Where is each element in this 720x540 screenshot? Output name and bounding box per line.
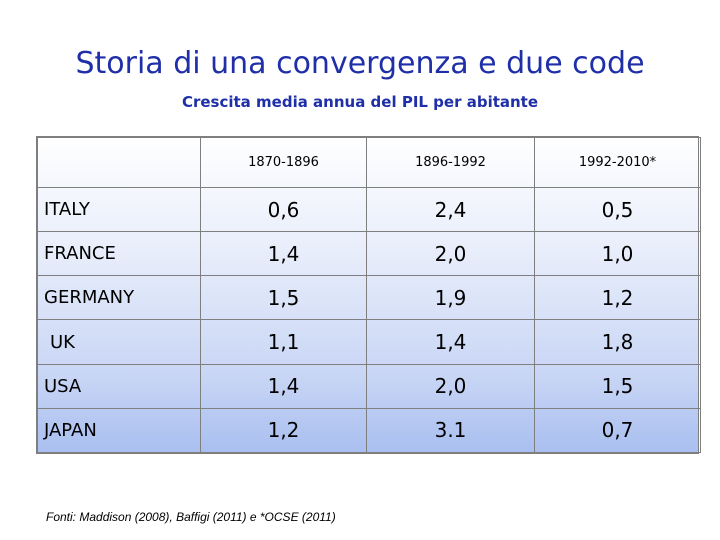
row-label-usa: USA	[37, 363, 201, 409]
table-row: FRANCE 1,4 2,0 1,0	[37, 231, 701, 277]
table-cell: 1,9	[366, 275, 535, 321]
table-cell: 1,1	[200, 319, 367, 365]
slide-subtitle: Crescita media annua del PIL per abitant…	[181, 93, 539, 111]
column-header-1896-1992: 1896-1992	[366, 137, 535, 188]
table-header-row: 1870-1896 1896-1992 1992-2010*	[37, 137, 701, 188]
table-cell: 3.1	[366, 407, 535, 454]
table-cell: 1,5	[200, 275, 367, 321]
table-cell: 0,7	[534, 407, 701, 454]
table-cell: 1,4	[200, 363, 367, 409]
table-cell: 1,8	[534, 319, 701, 365]
table-cell: 0,5	[534, 186, 701, 233]
column-header-1870-1896: 1870-1896	[200, 137, 367, 188]
row-label-italy: ITALY	[37, 186, 201, 233]
row-label-france: FRANCE	[37, 231, 201, 277]
table-cell: 0,6	[200, 186, 367, 233]
table-cell: 1,2	[534, 275, 701, 321]
row-label-uk: UK	[37, 319, 201, 365]
table-row: UK 1,1 1,4 1,8	[37, 319, 701, 365]
table-cell: 1,4	[200, 231, 367, 277]
table-cell: 1,4	[366, 319, 535, 365]
sources-footnote: Fonti: Maddison (2008), Baffigi (2011) e…	[46, 510, 336, 524]
table-corner-cell	[37, 137, 201, 188]
table-cell: 1,0	[534, 231, 701, 277]
table-cell: 2,4	[366, 186, 535, 233]
row-label-japan: JAPAN	[37, 407, 201, 454]
table-row: GERMANY 1,5 1,9 1,2	[37, 275, 701, 321]
row-label-germany: GERMANY	[37, 275, 201, 321]
table-cell: 2,0	[366, 231, 535, 277]
gdp-growth-table: 1870-1896 1896-1992 1992-2010* ITALY 0,6…	[36, 136, 701, 454]
slide-title: Storia di una convergenza e due code	[75, 46, 645, 81]
table-row: USA 1,4 2,0 1,5	[37, 363, 701, 409]
table-row: ITALY 0,6 2,4 0,5	[37, 186, 701, 233]
table-cell: 1,2	[200, 407, 367, 454]
table-row: JAPAN 1,2 3.1 0,7	[37, 407, 701, 454]
table-cell: 1,5	[534, 363, 701, 409]
column-header-1992-2010: 1992-2010*	[534, 137, 701, 188]
table-cell: 2,0	[366, 363, 535, 409]
